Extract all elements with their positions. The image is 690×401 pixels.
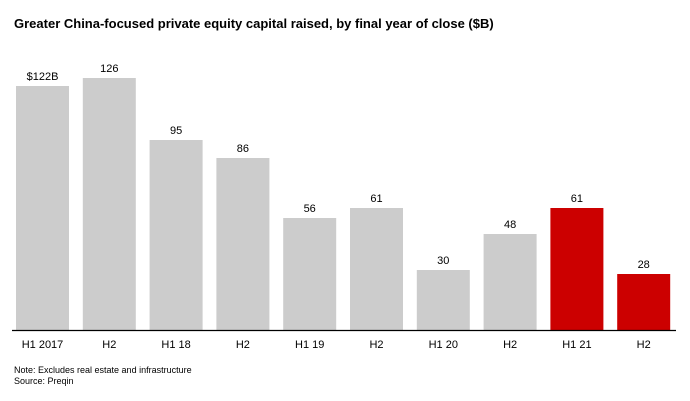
bar-3 <box>149 140 203 330</box>
x-tick-label-2: H2 <box>102 339 116 351</box>
data-label-1: $122B <box>27 71 59 83</box>
x-tick-label-1: H1 2017 <box>22 339 64 351</box>
data-label-3: 95 <box>170 125 182 137</box>
bar-9 <box>550 208 604 330</box>
source-text: Source: Preqin <box>14 376 74 386</box>
data-label-10: 28 <box>638 259 650 271</box>
x-tick-label-6: H2 <box>369 339 383 351</box>
x-tick-label-7: H1 20 <box>429 339 458 351</box>
chart-title: Greater China-focused private equity cap… <box>14 16 494 31</box>
x-tick-label-5: H1 19 <box>295 339 324 351</box>
data-label-4: 86 <box>237 143 249 155</box>
bar-8 <box>483 234 537 330</box>
bar-6 <box>350 208 403 330</box>
x-tick-label-4: H2 <box>236 339 250 351</box>
footnotes: Note: Excludes real estate and infrastru… <box>14 365 192 387</box>
bar-4 <box>216 158 270 330</box>
data-label-7: 30 <box>437 255 449 267</box>
data-label-2: 126 <box>100 63 118 75</box>
bar-10 <box>617 274 671 330</box>
note-text: Note: Excludes real estate and infrastru… <box>14 365 192 375</box>
data-label-5: 56 <box>304 203 316 215</box>
data-label-6: 61 <box>370 193 382 205</box>
data-label-9: 61 <box>571 193 583 205</box>
bar-2 <box>82 78 136 330</box>
x-tick-label-9: H1 21 <box>562 339 591 351</box>
bar-7 <box>416 270 470 330</box>
x-tick-label-10: H2 <box>637 339 651 351</box>
bar-1 <box>16 86 69 330</box>
x-tick-label-8: H2 <box>503 339 517 351</box>
data-label-8: 48 <box>504 219 516 231</box>
bar-5 <box>283 218 337 330</box>
x-tick-label-3: H1 18 <box>161 339 190 351</box>
